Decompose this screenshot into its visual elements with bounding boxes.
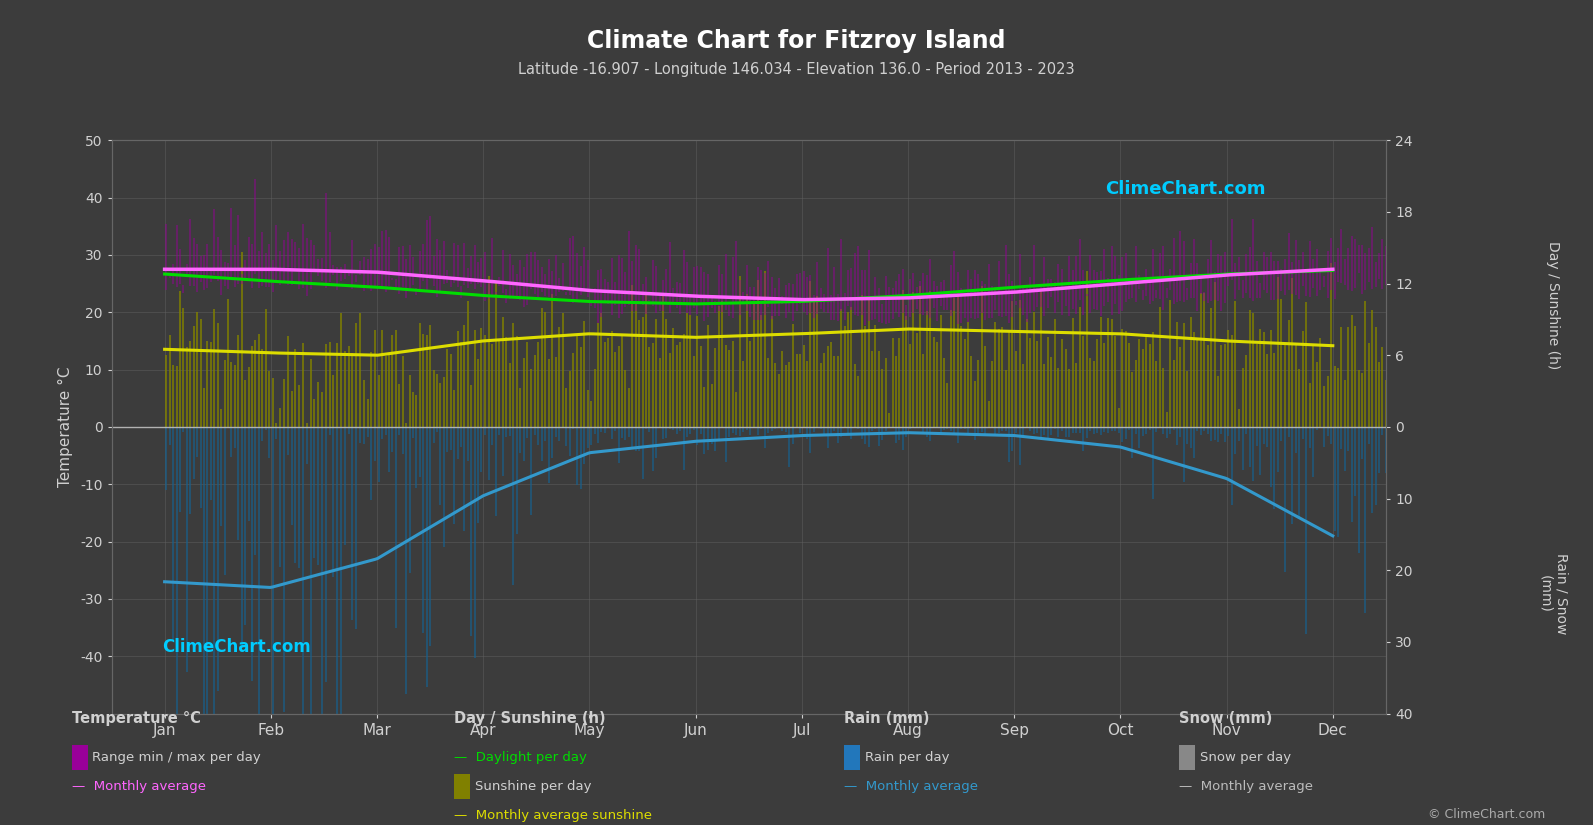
Text: Snow (mm): Snow (mm) bbox=[1179, 711, 1273, 726]
Text: —  Monthly average sunshine: — Monthly average sunshine bbox=[454, 808, 652, 822]
Text: © ClimeChart.com: © ClimeChart.com bbox=[1427, 808, 1545, 821]
Text: Range min / max per day: Range min / max per day bbox=[92, 751, 261, 764]
Text: Sunshine per day: Sunshine per day bbox=[475, 780, 591, 793]
Text: —  Monthly average: — Monthly average bbox=[844, 780, 978, 793]
Text: Temperature °C: Temperature °C bbox=[72, 711, 201, 726]
Text: —  Monthly average: — Monthly average bbox=[1179, 780, 1313, 793]
Text: —  Daylight per day: — Daylight per day bbox=[454, 751, 586, 764]
Text: Rain (mm): Rain (mm) bbox=[844, 711, 930, 726]
Text: ClimeChart.com: ClimeChart.com bbox=[162, 639, 311, 657]
Text: Snow per day: Snow per day bbox=[1200, 751, 1290, 764]
Text: Rain per day: Rain per day bbox=[865, 751, 949, 764]
Text: Day / Sunshine (h): Day / Sunshine (h) bbox=[454, 711, 605, 726]
Text: Rain / Snow
(mm): Rain / Snow (mm) bbox=[1539, 554, 1568, 634]
Text: ClimeChart.com: ClimeChart.com bbox=[1106, 181, 1266, 198]
Text: Climate Chart for Fitzroy Island: Climate Chart for Fitzroy Island bbox=[588, 29, 1005, 53]
Text: —  Monthly average: — Monthly average bbox=[72, 780, 205, 793]
Text: Latitude -16.907 - Longitude 146.034 - Elevation 136.0 - Period 2013 - 2023: Latitude -16.907 - Longitude 146.034 - E… bbox=[518, 62, 1075, 77]
Y-axis label: Temperature °C: Temperature °C bbox=[57, 366, 73, 488]
Text: Day / Sunshine (h): Day / Sunshine (h) bbox=[1547, 241, 1560, 370]
